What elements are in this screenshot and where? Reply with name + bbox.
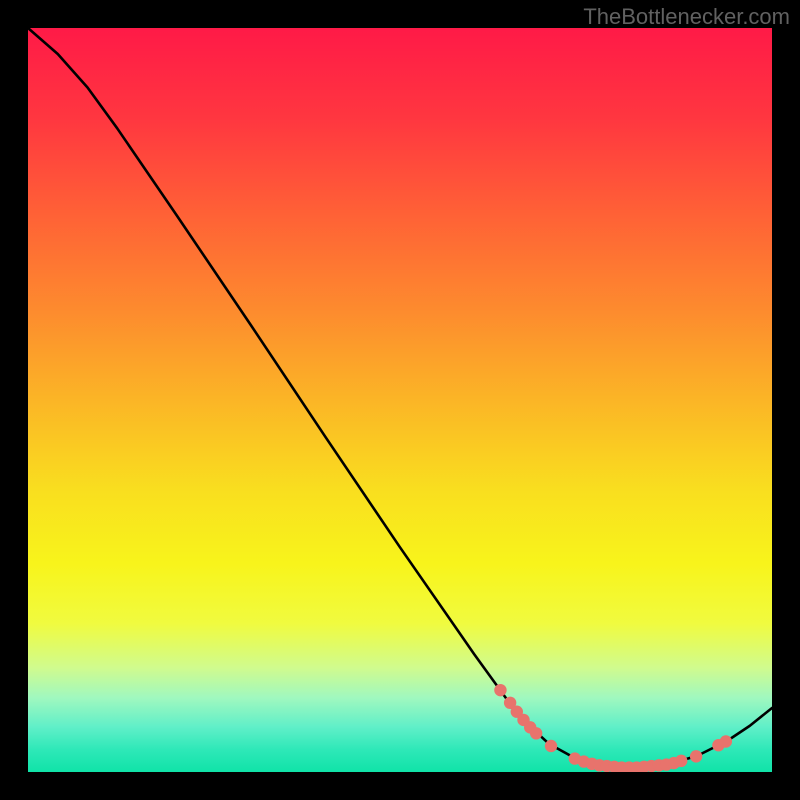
plot-area — [28, 28, 772, 772]
bottleneck-curve — [28, 28, 772, 768]
chart-overlay — [28, 28, 772, 772]
curve-markers — [494, 684, 732, 772]
attribution-text: TheBottlenecker.com — [583, 4, 790, 30]
chart-container: TheBottlenecker.com — [0, 0, 800, 800]
